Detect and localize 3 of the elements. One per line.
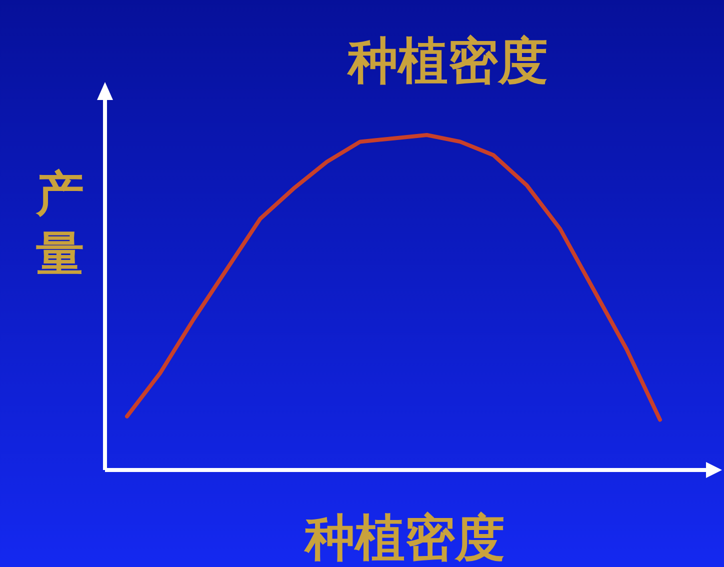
chart-title: 种植密度	[346, 32, 548, 90]
x-axis-title: 种植密度	[303, 509, 505, 567]
y-axis-title: 产量	[35, 166, 84, 282]
